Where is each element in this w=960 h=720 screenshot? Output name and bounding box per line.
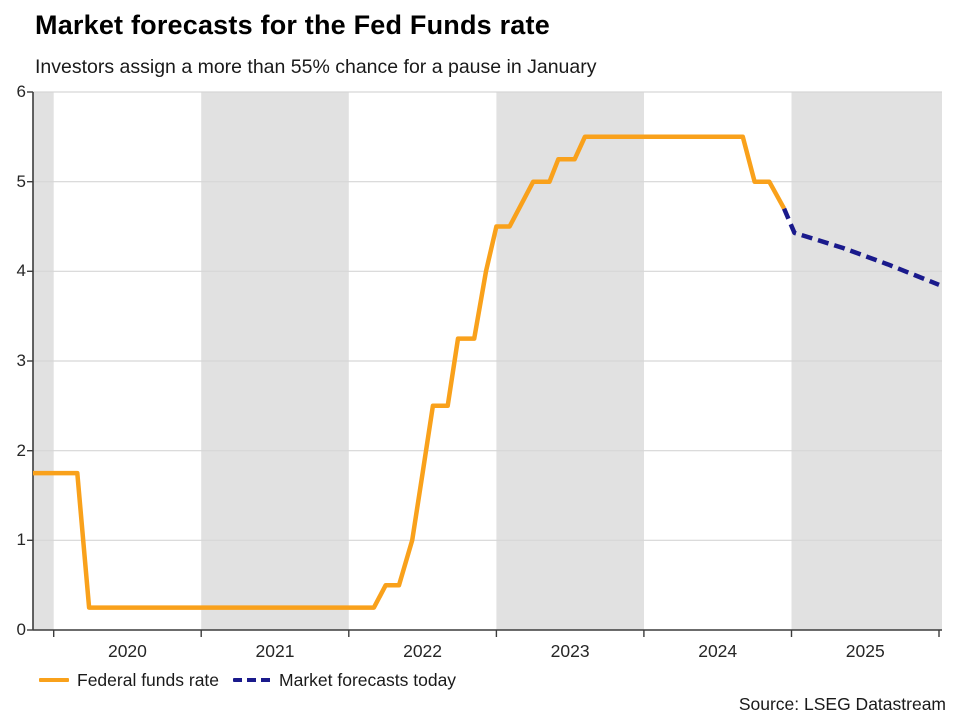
y-axis-label: 5 <box>16 171 26 191</box>
y-axis-label: 6 <box>16 82 26 101</box>
legend-swatch-market-forecasts-today <box>233 677 272 683</box>
source-credit: Source: LSEG Datastream <box>738 694 946 714</box>
y-axis-label: 2 <box>16 440 26 460</box>
x-axis-label: 2023 <box>550 641 590 661</box>
series-line-federal-funds-rate <box>33 134 787 610</box>
chart-subtitle: Investors assign a more than 55% chance … <box>35 56 597 78</box>
x-axis-label: 2024 <box>698 641 738 661</box>
x-axis-label: 2021 <box>255 641 295 661</box>
y-axis-label: 1 <box>16 530 26 550</box>
legend-label-market-forecasts-today: Market forecasts today <box>279 669 457 690</box>
x-axis-label: 2020 <box>107 641 147 661</box>
y-axis-label: 3 <box>16 351 26 370</box>
y-axis-label: 4 <box>16 261 26 281</box>
legend-label-federal-funds-rate: Federal funds rate <box>77 669 220 690</box>
legend: Federal funds rate Market forecasts toda… <box>39 669 456 691</box>
series-line-market-forecasts-today <box>782 207 940 287</box>
legend-swatch-federal-funds-rate <box>39 677 69 683</box>
chart-title: Market forecasts for the Fed Funds rate <box>35 10 550 40</box>
x-axis-label: 2025 <box>845 641 885 661</box>
x-axis-label: 2022 <box>403 641 443 661</box>
y-axis-label: 0 <box>16 620 26 639</box>
